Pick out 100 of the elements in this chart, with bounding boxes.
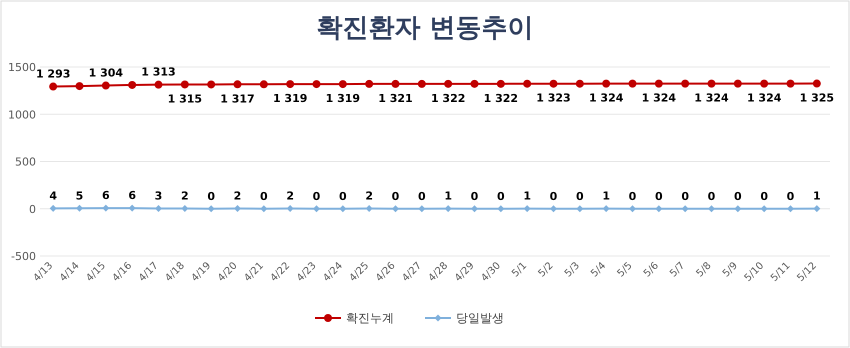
point bbox=[629, 205, 636, 212]
x-tick-label: 5/6 bbox=[642, 260, 661, 280]
point bbox=[418, 205, 426, 212]
point bbox=[524, 205, 531, 212]
data-label: 6 bbox=[102, 189, 110, 202]
y-tick-label: 1500 bbox=[8, 61, 36, 74]
point bbox=[286, 205, 294, 212]
data-label: 1 bbox=[602, 190, 610, 203]
data-label: 1 323 bbox=[536, 92, 571, 105]
point bbox=[602, 205, 610, 212]
point bbox=[128, 204, 136, 212]
point bbox=[470, 80, 478, 88]
chart-title: 확진환자 변동추이 bbox=[316, 13, 534, 43]
data-label: 1 319 bbox=[272, 92, 308, 106]
data-label: 1 319 bbox=[326, 92, 360, 106]
point bbox=[50, 204, 57, 212]
data-label: 2 bbox=[181, 190, 189, 203]
point bbox=[128, 80, 136, 89]
point bbox=[813, 205, 820, 212]
data-label: 1 324 bbox=[746, 92, 782, 105]
data-label: 0 bbox=[392, 190, 400, 203]
point bbox=[365, 80, 374, 88]
x-tick-label: 5/4 bbox=[589, 260, 608, 280]
point bbox=[154, 80, 162, 89]
data-label: 1 324 bbox=[588, 92, 624, 105]
x-tick-label: 5/9 bbox=[720, 260, 740, 280]
data-label: 0 bbox=[207, 190, 216, 203]
point bbox=[708, 205, 715, 212]
point bbox=[787, 205, 794, 212]
data-label: 5 bbox=[76, 189, 84, 202]
data-label: 0 bbox=[497, 190, 506, 203]
point bbox=[708, 80, 716, 88]
data-label: 1 317 bbox=[220, 92, 255, 106]
data-label: 0 bbox=[260, 190, 268, 203]
point bbox=[260, 205, 268, 212]
point bbox=[180, 80, 189, 88]
data-label: 1 325 bbox=[800, 92, 834, 105]
data-label: 1 bbox=[523, 190, 531, 203]
point bbox=[76, 204, 83, 212]
data-label: 1 322 bbox=[484, 92, 518, 105]
data-label: 1 322 bbox=[430, 92, 466, 105]
point bbox=[155, 204, 162, 212]
point bbox=[102, 204, 110, 212]
data-label: 2 bbox=[234, 190, 242, 203]
point bbox=[444, 80, 452, 88]
point bbox=[654, 80, 663, 88]
data-label: 0 bbox=[786, 190, 795, 203]
y-tick-label: -500 bbox=[11, 250, 36, 263]
point bbox=[550, 205, 557, 212]
data-label: 1 324 bbox=[694, 92, 730, 105]
point bbox=[655, 205, 662, 212]
point bbox=[234, 205, 241, 212]
point bbox=[812, 80, 821, 88]
data-label: 1 313 bbox=[141, 66, 176, 79]
data-label: 1 315 bbox=[168, 92, 202, 106]
data-label: 0 bbox=[734, 190, 742, 203]
point bbox=[313, 205, 320, 212]
point bbox=[576, 205, 584, 212]
data-label: 0 bbox=[708, 190, 716, 203]
data-label: 3 bbox=[154, 189, 162, 202]
data-label: 2 bbox=[365, 190, 373, 203]
data-label: 4 bbox=[49, 189, 58, 202]
data-label: 2 bbox=[286, 190, 294, 203]
x-tick-label: 5/2 bbox=[536, 260, 556, 280]
data-label: 0 bbox=[550, 190, 558, 203]
point bbox=[76, 82, 84, 90]
y-tick-label: 1000 bbox=[8, 108, 36, 122]
data-label: 1 321 bbox=[378, 92, 413, 105]
point bbox=[260, 80, 268, 88]
point bbox=[760, 205, 768, 212]
x-tick-label: 5/8 bbox=[694, 260, 714, 280]
point bbox=[338, 80, 347, 88]
point bbox=[523, 80, 532, 88]
y-tick-label: 500 bbox=[15, 156, 36, 168]
x-tick-label: 5/7 bbox=[668, 260, 688, 280]
point bbox=[286, 80, 294, 88]
data-label: 1 bbox=[444, 190, 452, 203]
data-label: 0 bbox=[576, 190, 584, 203]
point bbox=[734, 80, 742, 88]
data-label: 1 293 bbox=[36, 68, 70, 81]
point bbox=[681, 80, 690, 88]
point bbox=[234, 80, 242, 88]
point bbox=[312, 80, 320, 88]
point bbox=[102, 82, 110, 90]
x-tick-label: 5/5 bbox=[615, 260, 635, 280]
point bbox=[471, 205, 478, 212]
point bbox=[734, 205, 742, 212]
point bbox=[49, 82, 58, 91]
point bbox=[628, 80, 636, 88]
point bbox=[786, 80, 794, 88]
point bbox=[496, 80, 505, 88]
data-label: 0 bbox=[655, 190, 664, 203]
point bbox=[366, 205, 373, 212]
data-label: 1 bbox=[813, 190, 821, 203]
x-tick-label: 5/1 bbox=[510, 260, 530, 280]
point bbox=[339, 205, 346, 212]
data-label: 6 bbox=[128, 189, 136, 202]
point bbox=[576, 80, 584, 88]
point bbox=[208, 205, 215, 212]
point bbox=[444, 205, 452, 212]
